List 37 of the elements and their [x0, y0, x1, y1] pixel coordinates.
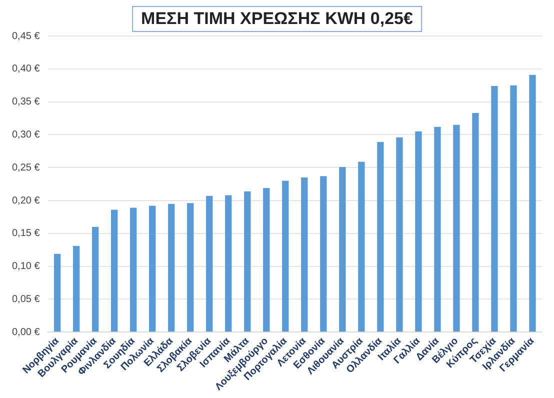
bar	[358, 162, 365, 332]
bar	[168, 204, 175, 332]
chart-title: ΜΕΣΗ ΤΙΜΗ ΧΡΕΩΣΗΣ KWH 0,25€	[132, 6, 422, 32]
bar	[149, 206, 156, 332]
bar	[472, 113, 479, 332]
bar	[434, 126, 441, 332]
bar	[415, 131, 422, 332]
bar	[263, 188, 270, 332]
y-tick-label: 0,40 €	[12, 64, 40, 75]
bar	[339, 166, 346, 332]
bar	[301, 177, 308, 332]
y-tick-label: 0,05 €	[12, 294, 40, 305]
y-tick-label: 0,45 €	[12, 30, 40, 42]
y-tick-label: 0,20 €	[12, 195, 40, 206]
y-tick-label: 0,00 €	[12, 326, 40, 338]
bar	[225, 195, 232, 332]
bar	[282, 180, 289, 332]
y-tick-label: 0,10 €	[12, 261, 40, 272]
bar	[529, 74, 536, 332]
bar	[320, 176, 327, 332]
bar	[54, 254, 61, 332]
bar	[206, 196, 213, 332]
bar	[92, 226, 99, 332]
bar	[453, 124, 460, 332]
y-tick-label: 0,30 €	[12, 129, 40, 140]
bar	[377, 142, 384, 332]
bar	[187, 203, 194, 332]
bar	[130, 208, 137, 332]
bar	[244, 191, 251, 332]
y-tick-label: 0,25 €	[12, 162, 40, 174]
bar	[72, 246, 80, 332]
bar	[111, 210, 118, 332]
y-tick-label: 0,35 €	[12, 96, 40, 108]
y-tick-label: 0,15 €	[12, 228, 40, 240]
bar	[396, 137, 403, 332]
bar	[510, 85, 517, 332]
bar	[491, 86, 498, 332]
